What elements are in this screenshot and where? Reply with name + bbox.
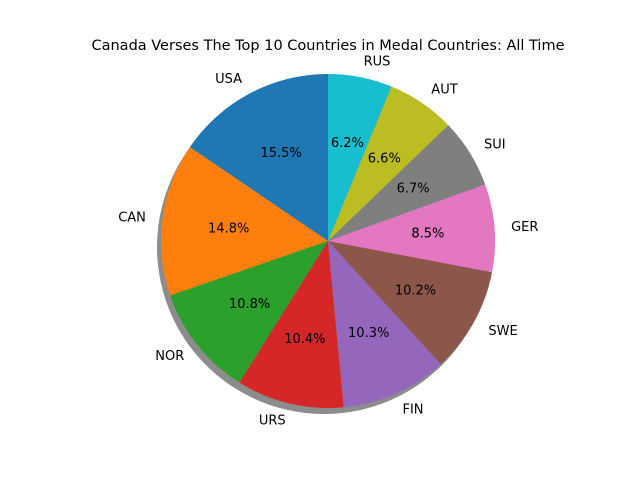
- slice-percent-sui: 6.7%: [397, 182, 430, 197]
- pie-slice-rus: [328, 74, 392, 241]
- pie-labels-layer: USA 15.5% CAN 14.8% NOR 10.8% URS 10.4% FIN 10.3%…: [118, 54, 538, 428]
- pie-slice-fin: [328, 241, 441, 408]
- pie-slice-swe: [328, 241, 493, 365]
- slice-label-fin: FIN: [403, 402, 424, 417]
- pie-slice-nor: [170, 241, 328, 383]
- slice-label-urs: URS: [259, 413, 286, 428]
- slice-percent-can: 14.8%: [208, 221, 249, 236]
- slice-percent-swe: 10.2%: [395, 283, 436, 298]
- slice-label-usa: USA: [215, 72, 242, 87]
- pie-slice-sui: [328, 125, 486, 241]
- pie-slice-usa: [189, 74, 328, 241]
- slice-percent-ger: 8.5%: [411, 227, 444, 242]
- slice-percent-nor: 10.8%: [229, 297, 270, 312]
- slice-percent-rus: 6.2%: [331, 136, 364, 151]
- pie-slice-aut: [328, 86, 449, 241]
- pie-slice-ger: [328, 184, 495, 273]
- pie-slices-layer: [161, 74, 495, 408]
- slice-label-can: CAN: [118, 210, 146, 225]
- slice-percent-aut: 6.6%: [368, 152, 401, 167]
- slice-label-ger: GER: [511, 220, 538, 235]
- slice-percent-fin: 10.3%: [348, 326, 389, 341]
- slice-label-nor: NOR: [155, 349, 184, 364]
- slice-percent-urs: 10.4%: [284, 332, 325, 347]
- slice-percent-usa: 15.5%: [260, 146, 301, 161]
- slice-label-aut: AUT: [431, 83, 457, 98]
- chart-title: Canada Verses The Top 10 Countries in Me…: [91, 38, 564, 54]
- slice-label-sui: SUI: [484, 138, 506, 153]
- slice-label-rus: RUS: [364, 54, 391, 69]
- pie-slice-urs: [239, 241, 344, 408]
- slice-label-swe: SWE: [488, 324, 517, 339]
- pie-slice-can: [161, 147, 328, 296]
